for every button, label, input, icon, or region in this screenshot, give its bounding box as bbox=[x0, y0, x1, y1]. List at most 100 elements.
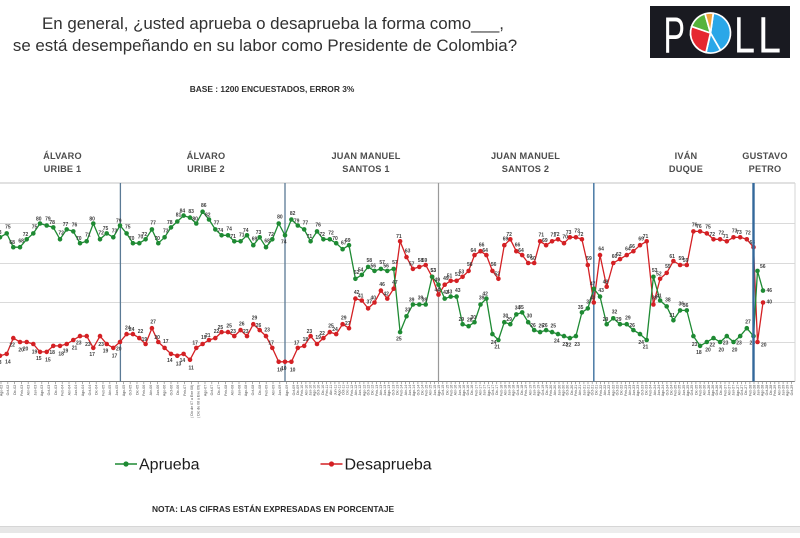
svg-text:Feb-29: Feb-29 bbox=[773, 385, 777, 396]
svg-text:62: 62 bbox=[616, 252, 622, 258]
svg-text:Abr-12: Abr-12 bbox=[354, 385, 358, 396]
svg-text:Jun-16: Jun-16 bbox=[458, 385, 462, 396]
svg-text:11: 11 bbox=[189, 366, 195, 372]
svg-text:Dic-04: Dic-04 bbox=[95, 385, 99, 395]
svg-text:20: 20 bbox=[116, 346, 122, 352]
svg-text:Oct-02: Oct-02 bbox=[6, 385, 10, 396]
svg-text:Jun-23: Jun-23 bbox=[632, 385, 636, 396]
svg-text:84: 84 bbox=[180, 208, 186, 214]
svg-text:15: 15 bbox=[45, 358, 51, 364]
svg-text:Feb-15: Feb-15 bbox=[425, 385, 429, 396]
svg-text:72: 72 bbox=[506, 232, 512, 238]
svg-text:23: 23 bbox=[723, 340, 729, 346]
svg-text:Abr-16: Abr-16 bbox=[454, 385, 458, 396]
svg-text:33: 33 bbox=[405, 308, 411, 314]
svg-text:Oct-07: Oct-07 bbox=[210, 385, 214, 396]
svg-text:18: 18 bbox=[696, 350, 702, 356]
svg-text:31: 31 bbox=[669, 313, 675, 319]
svg-text:23: 23 bbox=[307, 329, 313, 335]
svg-text:69: 69 bbox=[542, 238, 548, 244]
svg-text:Dic-21: Dic-21 bbox=[595, 385, 599, 395]
svg-text:Ago-05: Ago-05 bbox=[122, 385, 126, 396]
svg-text:Feb-14: Feb-14 bbox=[400, 385, 404, 396]
svg-text:14: 14 bbox=[180, 358, 186, 364]
svg-text:20: 20 bbox=[719, 348, 725, 354]
svg-text:53: 53 bbox=[431, 268, 437, 274]
svg-text:39: 39 bbox=[652, 296, 658, 302]
svg-text:86: 86 bbox=[201, 203, 207, 209]
svg-text:29: 29 bbox=[341, 315, 347, 321]
svg-text:56: 56 bbox=[491, 262, 497, 268]
svg-text:Dic-12: Dic-12 bbox=[371, 385, 375, 395]
svg-text:20: 20 bbox=[761, 343, 767, 349]
svg-text:34: 34 bbox=[515, 306, 521, 312]
svg-text:72: 72 bbox=[142, 232, 148, 238]
svg-text:Ago-24: Ago-24 bbox=[661, 385, 665, 396]
svg-text:43: 43 bbox=[455, 288, 461, 294]
svg-text:Oct-13: Oct-13 bbox=[391, 385, 395, 396]
svg-text:20: 20 bbox=[732, 348, 738, 354]
svg-text:73: 73 bbox=[112, 229, 118, 235]
svg-text:73: 73 bbox=[256, 230, 262, 236]
svg-text:Abr-05: Abr-05 bbox=[108, 385, 112, 396]
svg-text:23: 23 bbox=[98, 342, 104, 348]
svg-text:59: 59 bbox=[679, 256, 685, 262]
svg-text:66: 66 bbox=[515, 242, 521, 248]
svg-text:Ago-08: Ago-08 bbox=[244, 385, 248, 396]
svg-text:43: 43 bbox=[598, 288, 604, 294]
svg-text:L: L bbox=[758, 7, 781, 64]
svg-text:68: 68 bbox=[264, 238, 270, 244]
svg-text:72: 72 bbox=[554, 232, 560, 238]
svg-text:73: 73 bbox=[0, 230, 2, 236]
svg-text:75: 75 bbox=[125, 225, 131, 231]
svg-text:43: 43 bbox=[447, 289, 453, 295]
svg-text:14: 14 bbox=[5, 360, 11, 366]
svg-text:52: 52 bbox=[354, 270, 360, 276]
svg-text:Ago-15: Ago-15 bbox=[437, 385, 441, 396]
svg-text:Oct-14: Oct-14 bbox=[416, 385, 420, 396]
svg-text:24: 24 bbox=[491, 340, 497, 346]
svg-text:Oct-16: Oct-16 bbox=[466, 385, 470, 396]
svg-text:26: 26 bbox=[530, 323, 536, 329]
svg-text:Feb-17: Feb-17 bbox=[474, 385, 478, 396]
svg-text:Oct-11: Oct-11 bbox=[342, 385, 346, 395]
svg-text:64: 64 bbox=[625, 246, 631, 252]
svg-text:Feb-21: Feb-21 bbox=[574, 385, 578, 396]
svg-text:71: 71 bbox=[539, 233, 545, 239]
svg-text:JUAN MANUEL: JUAN MANUEL bbox=[331, 151, 400, 161]
svg-text:82: 82 bbox=[290, 211, 296, 217]
svg-text:Jun-17: Jun-17 bbox=[483, 385, 487, 396]
svg-text:Feb-22: Feb-22 bbox=[599, 385, 603, 396]
svg-text:26: 26 bbox=[629, 323, 635, 329]
svg-text:Oct-26: Oct-26 bbox=[715, 385, 719, 396]
svg-text:Ago-28: Ago-28 bbox=[761, 385, 765, 396]
svg-text:Jun-18: Jun-18 bbox=[508, 385, 512, 396]
svg-text:73: 73 bbox=[732, 229, 738, 235]
svg-text:17: 17 bbox=[294, 341, 300, 347]
svg-text:19: 19 bbox=[315, 335, 321, 341]
svg-text:60: 60 bbox=[527, 254, 533, 260]
svg-text:Ago-10: Ago-10 bbox=[313, 385, 317, 396]
svg-text:Feb-05: Feb-05 bbox=[101, 385, 105, 396]
svg-text:20: 20 bbox=[705, 348, 711, 354]
svg-text:19: 19 bbox=[32, 350, 38, 356]
svg-text:79: 79 bbox=[294, 218, 300, 224]
svg-text:61: 61 bbox=[669, 254, 675, 260]
svg-text:80: 80 bbox=[89, 216, 95, 222]
svg-text:L: L bbox=[734, 7, 755, 64]
svg-text:46: 46 bbox=[379, 282, 385, 288]
svg-text:71: 71 bbox=[239, 233, 245, 239]
svg-text:Ago-09: Ago-09 bbox=[285, 385, 289, 396]
svg-text:Oct-29: Oct-29 bbox=[790, 385, 794, 396]
svg-text:56: 56 bbox=[371, 264, 377, 270]
svg-text:Dic-02: Dic-02 bbox=[13, 385, 17, 395]
svg-text:40: 40 bbox=[767, 300, 773, 306]
svg-text:19: 19 bbox=[63, 348, 69, 354]
svg-text:Dic-28: Dic-28 bbox=[769, 385, 773, 395]
svg-text:Dic-22: Dic-22 bbox=[620, 385, 624, 395]
svg-text:Dic-18: Dic-18 bbox=[520, 385, 524, 395]
svg-text:Jun-09: Jun-09 bbox=[278, 385, 282, 396]
svg-text:73: 73 bbox=[163, 229, 169, 235]
svg-text:Feb-28: Feb-28 bbox=[748, 385, 752, 396]
svg-text:69: 69 bbox=[345, 238, 351, 244]
